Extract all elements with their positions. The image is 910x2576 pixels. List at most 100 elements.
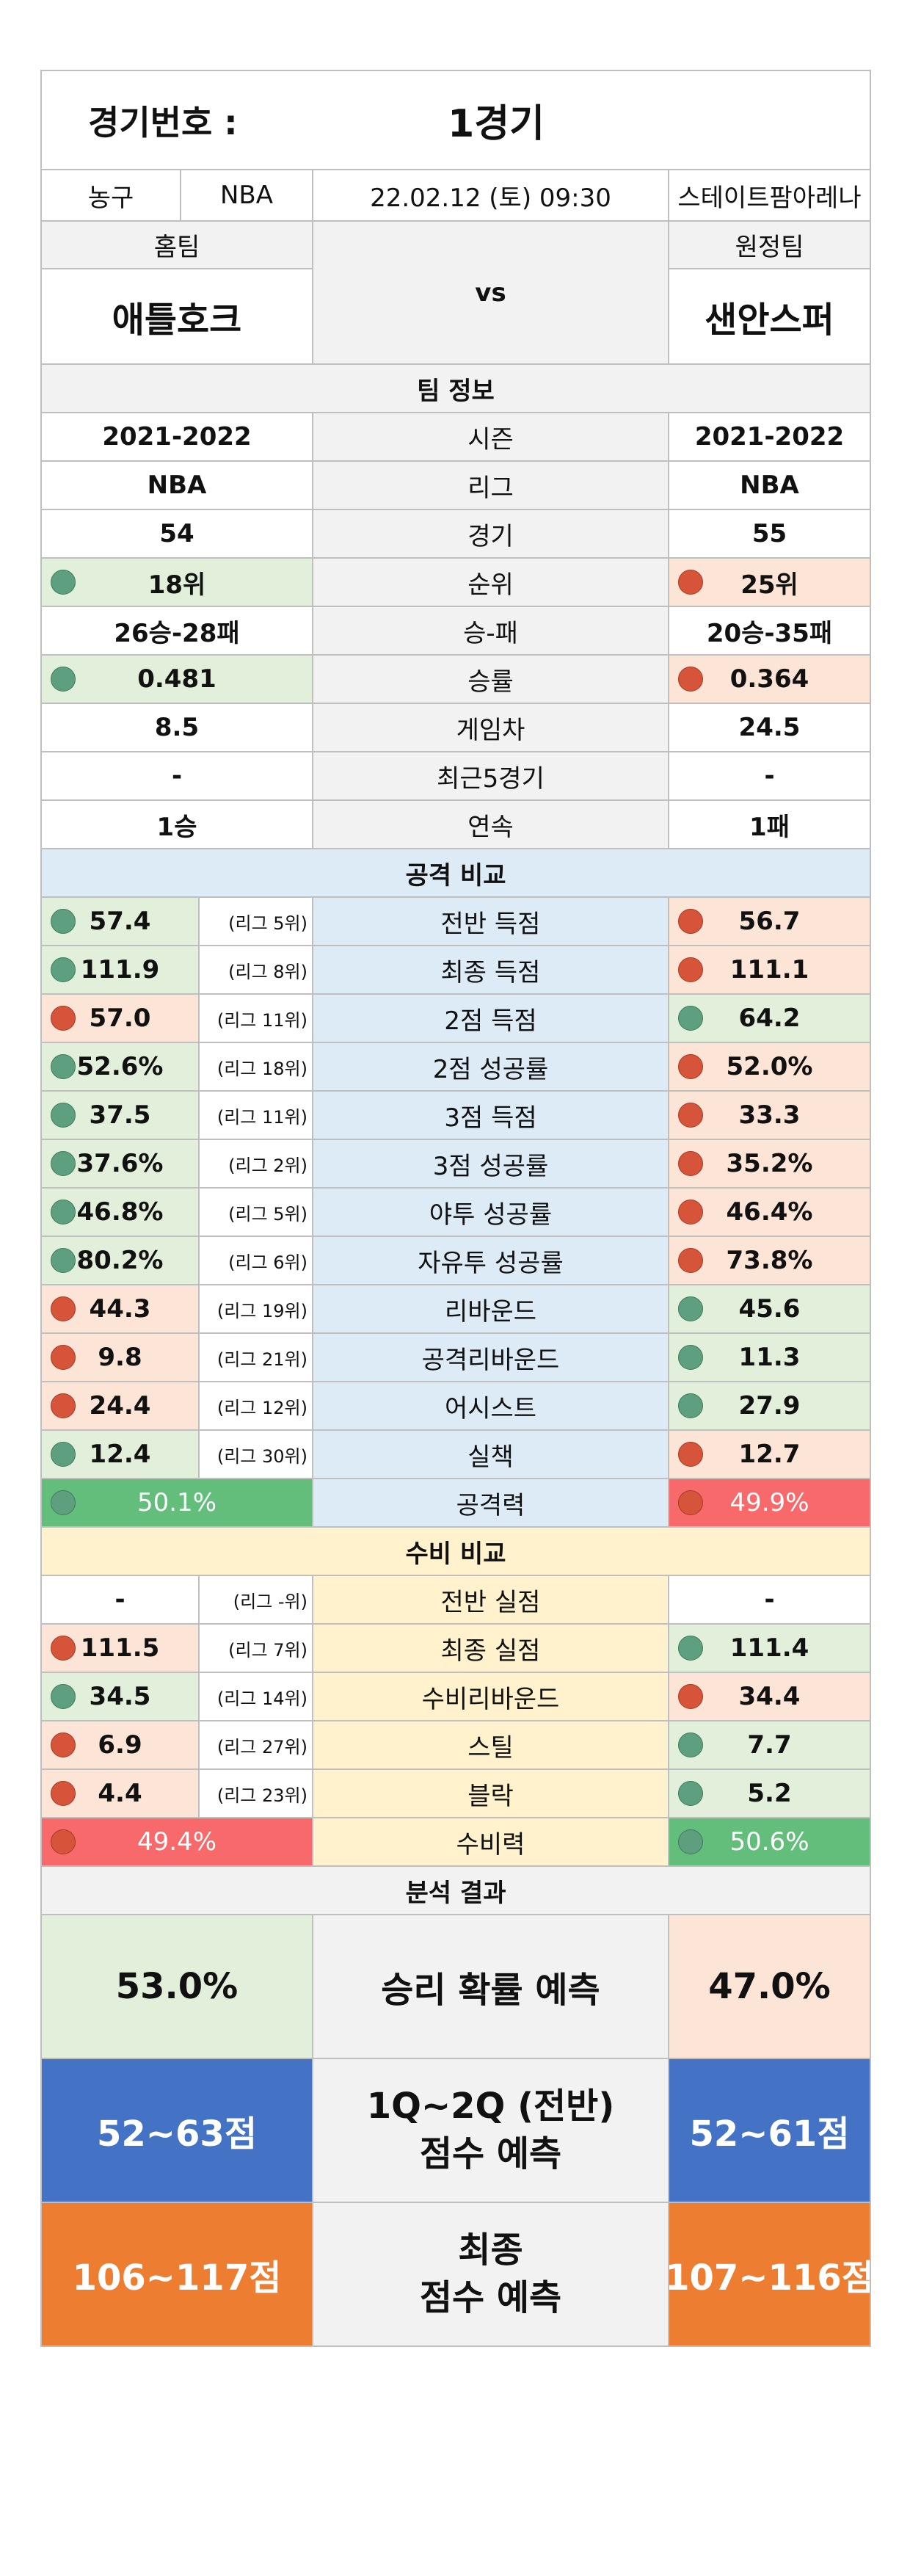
analysis-title: 분석 결과 xyxy=(40,1865,871,1915)
status-dot-icon xyxy=(51,1829,76,1854)
home-team-name: 애틀호크 xyxy=(40,268,313,365)
attack-label: 3점 성공률 xyxy=(312,1139,669,1189)
defense-home-rank: (리그 7위) xyxy=(198,1623,313,1673)
match-sheet: 경기번호 :1경기 농구 NBA 22.02.12 (토) 09:30 스테이트팜아레나… xyxy=(40,70,871,2503)
attack-home-value: 37.5 xyxy=(40,1090,200,1140)
attack-away-value: 52.0% xyxy=(668,1042,871,1092)
status-dot-icon xyxy=(678,1733,703,1757)
team-info-home-value: 2021-2022 xyxy=(40,412,313,462)
attack-away-value: 46.4% xyxy=(668,1187,871,1237)
team-info-away-value: 0.364 xyxy=(668,654,871,704)
team-info-away-value: - xyxy=(668,751,871,801)
attack-home-rank: (리그 19위) xyxy=(198,1284,313,1334)
team-info-home-value: 26승-28패 xyxy=(40,606,313,656)
attack-home-rank: (리그 2위) xyxy=(198,1139,313,1189)
team-info-home-value: 1승 xyxy=(40,799,313,849)
team-info-away-value: 20승-35패 xyxy=(668,606,871,656)
away-final-score: 107~116점 xyxy=(668,2202,871,2347)
status-dot-icon xyxy=(678,570,703,595)
defense-home-value: 111.5 xyxy=(40,1623,200,1673)
team-info-label: 경기 xyxy=(312,509,669,559)
attack-power-away: 49.9% xyxy=(668,1478,871,1528)
attack-label: 공격리바운드 xyxy=(312,1332,669,1382)
attack-away-value: 56.7 xyxy=(668,896,871,946)
team-info-away-value: 55 xyxy=(668,509,871,559)
attack-title: 공격 비교 xyxy=(40,848,871,898)
home-half-score: 52~63점 xyxy=(40,2058,313,2203)
status-dot-icon xyxy=(51,1103,76,1128)
team-info-home-value: 18위 xyxy=(40,557,313,607)
attack-label: 2점 성공률 xyxy=(312,1042,669,1092)
status-dot-icon xyxy=(51,957,76,982)
attack-label: 리바운드 xyxy=(312,1284,669,1334)
league-cell: NBA xyxy=(180,169,313,222)
venue-cell: 스테이트팜아레나 xyxy=(668,169,871,222)
attack-home-rank: (리그 18위) xyxy=(198,1042,313,1092)
vs-label: vs xyxy=(312,220,669,365)
attack-label: 전반 득점 xyxy=(312,896,669,946)
attack-home-rank: (리그 6위) xyxy=(198,1236,313,1285)
status-dot-icon xyxy=(678,1393,703,1418)
attack-home-value: 24.4 xyxy=(40,1381,200,1431)
status-dot-icon xyxy=(678,1490,703,1515)
status-dot-icon xyxy=(51,1490,76,1515)
away-label: 원정팀 xyxy=(668,220,871,269)
defense-away-value: 34.4 xyxy=(668,1672,871,1721)
defense-away-value: 5.2 xyxy=(668,1768,871,1818)
team-info-away-value: 25위 xyxy=(668,557,871,607)
status-dot-icon xyxy=(678,1345,703,1370)
attack-home-value: 9.8 xyxy=(40,1332,200,1382)
status-dot-icon xyxy=(51,1684,76,1709)
status-dot-icon xyxy=(51,1636,76,1661)
status-dot-icon xyxy=(678,1684,703,1709)
away-team-name: 샌안스퍼 xyxy=(668,268,871,365)
attack-home-rank: (리그 12위) xyxy=(198,1381,313,1431)
defense-away-value: 111.4 xyxy=(668,1623,871,1673)
attack-label: 최종 득점 xyxy=(312,945,669,995)
defense-label: 수비리바운드 xyxy=(312,1672,669,1721)
team-info-away-value: 24.5 xyxy=(668,703,871,752)
attack-label: 3점 득점 xyxy=(312,1090,669,1140)
status-dot-icon xyxy=(678,1151,703,1176)
attack-home-rank: (리그 21위) xyxy=(198,1332,313,1382)
attack-away-value: 11.3 xyxy=(668,1332,871,1382)
win-probability-label: 승리 확률 예측 xyxy=(312,1914,669,2059)
attack-home-rank: (리그 5위) xyxy=(198,896,313,946)
attack-home-value: 46.8% xyxy=(40,1187,200,1237)
final-score-label: 최종 점수 예측 xyxy=(312,2202,669,2347)
attack-home-rank: (리그 5위) xyxy=(198,1187,313,1237)
attack-label: 어시스트 xyxy=(312,1381,669,1431)
team-info-home-value: - xyxy=(40,751,313,801)
status-dot-icon xyxy=(51,1151,76,1176)
defense-away-value: 7.7 xyxy=(668,1720,871,1770)
sport-cell: 농구 xyxy=(40,169,181,222)
status-dot-icon xyxy=(678,1248,703,1273)
attack-label: 실책 xyxy=(312,1429,669,1479)
team-info-label: 순위 xyxy=(312,557,669,607)
defense-away-value: - xyxy=(668,1575,871,1625)
attack-away-value: 64.2 xyxy=(668,993,871,1043)
status-dot-icon xyxy=(51,1781,76,1806)
team-info-away-value: 2021-2022 xyxy=(668,412,871,462)
home-win-probability: 53.0% xyxy=(40,1914,313,2059)
status-dot-icon xyxy=(51,1733,76,1757)
attack-home-rank: (리그 30위) xyxy=(198,1429,313,1479)
team-info-title: 팀 정보 xyxy=(40,363,871,413)
away-half-score: 52~61점 xyxy=(668,2058,871,2203)
status-dot-icon xyxy=(678,1054,703,1079)
attack-home-value: 111.9 xyxy=(40,945,200,995)
status-dot-icon xyxy=(51,1200,76,1224)
attack-home-value: 44.3 xyxy=(40,1284,200,1334)
defense-power-label: 수비력 xyxy=(312,1817,669,1867)
status-dot-icon xyxy=(678,1006,703,1031)
attack-away-value: 12.7 xyxy=(668,1429,871,1479)
team-info-home-value: 0.481 xyxy=(40,654,313,704)
status-dot-icon xyxy=(51,570,76,595)
home-final-score: 106~117점 xyxy=(40,2202,313,2347)
attack-label: 2점 득점 xyxy=(312,993,669,1043)
team-info-label: 시즌 xyxy=(312,412,669,462)
team-info-label: 최근5경기 xyxy=(312,751,669,801)
status-dot-icon xyxy=(678,1829,703,1854)
defense-label: 최종 실점 xyxy=(312,1623,669,1673)
attack-away-value: 33.3 xyxy=(668,1090,871,1140)
